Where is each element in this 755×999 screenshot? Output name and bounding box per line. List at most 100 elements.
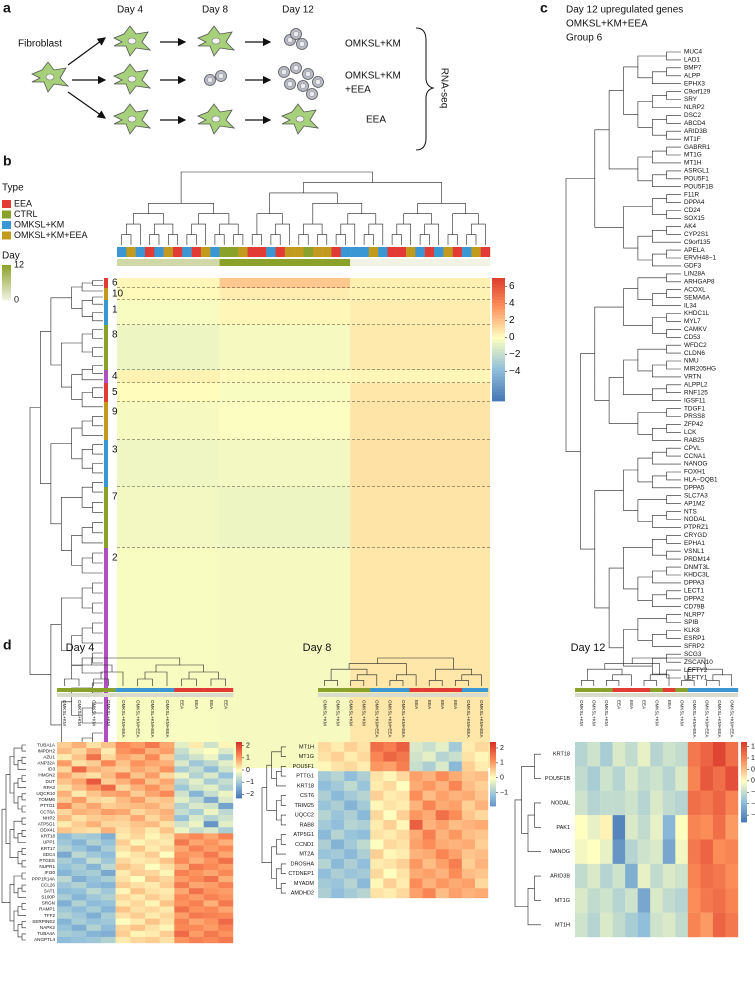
heatmap-cell [189,906,204,913]
heatmap-cell [331,878,345,889]
heatmap-cell [189,796,204,804]
colorbar-step [741,796,747,799]
day-bar [71,693,87,697]
heatmap-block [350,325,490,370]
heatmap-cell [174,882,190,889]
heatmap-cell [600,766,613,791]
heatmap-cell [662,790,676,816]
heatmap-cell [71,809,87,816]
heatmap-cell [218,802,234,810]
heatmap-cell [383,878,397,889]
heatmap-cell [174,845,190,852]
heatmap-cell [383,810,397,821]
heatmap-cell [422,878,436,889]
gene-label: ACOXL [684,286,706,293]
heatmap-cell [130,900,146,907]
sample-type [191,247,202,257]
heatmap-cell [435,859,449,869]
heatmap-cell [189,851,204,858]
heatmap-cell [174,748,190,755]
group-bar [587,688,601,692]
colorbar-step [741,780,747,783]
heatmap-cell [203,839,219,846]
heatmap-cell [71,815,87,822]
heatmap-cell [370,859,384,869]
heatmap-cell [57,936,72,944]
heatmap-cell [474,829,489,840]
gene-label: NODAL [551,800,570,806]
heatmap-cell [370,771,384,782]
heatmap-cell [575,815,588,840]
column-label: OMKSL+KM [335,700,340,726]
colorbar-label: 6 [509,281,515,292]
heatmap-cell [331,751,345,762]
heatmap-cell [461,859,476,869]
heatmap-block [117,288,220,300]
colorbar-step [490,756,496,759]
group-bar [203,688,219,692]
heatmap-cell [712,815,726,840]
heatmap-cell [159,742,175,749]
heatmap-cell [357,790,371,801]
heatmap-cell [57,748,72,755]
day-label: Day 12 [282,5,314,16]
heatmap-cell [203,772,219,779]
sample-type [135,247,146,257]
heatmap-cell [115,802,131,810]
gene-label: PTTG1 [40,803,55,808]
heatmap-cell [409,800,423,811]
heatmap-cell [203,754,219,761]
heatmap-cell [203,894,219,901]
heatmap-cell [637,815,651,840]
gene-label: AMDHD2 [291,891,314,897]
heatmap-cell [448,790,463,801]
heatmap-block [350,300,490,325]
colorbar-step [741,754,747,757]
dendrogram [581,657,732,686]
heatmap-cell [145,742,160,749]
heatmap-cell [218,924,234,932]
heatmap-cell [203,790,219,798]
heatmap-cell [101,796,116,804]
heatmap-cell [218,936,234,944]
gene-label: PPP1R14A [32,876,56,881]
day-legend-step [2,275,11,278]
sample-day [378,259,388,266]
group-bar [448,688,463,692]
heatmap-cell [71,845,87,852]
group-bar [344,688,358,692]
heatmap-cell [130,760,146,767]
heatmap-cell [86,754,102,761]
heatmap-cell [71,863,87,871]
cluster-label: 2 [112,553,118,564]
sample-day [117,259,127,266]
colorbar-step [236,746,242,748]
heatmap-cell [396,800,410,811]
sample-day [303,259,314,266]
column-label: OMKSL+KM [348,700,353,726]
sample-type [303,247,314,257]
colorbar-step [492,284,505,288]
heatmap-cell [189,894,204,901]
heatmap-cell [189,802,204,810]
heatmap-cell [448,888,463,899]
heatmap-cell [625,815,638,840]
colorbar-step [741,774,747,777]
heatmap-cell [218,809,234,816]
heatmap-cell [612,839,626,865]
heatmap-cell [159,754,175,761]
day-bar [587,693,601,697]
heatmap-cell [86,882,102,889]
heatmap-cell [145,748,160,755]
heatmap-cell [203,827,219,834]
heatmap-cell [115,900,131,907]
day-bar [159,693,175,697]
colorbar-step [741,812,747,815]
column-label: OMKSL+KM+EEA [466,700,471,738]
cluster-label: 10 [112,289,124,300]
heatmap-cell [159,869,175,877]
gene-label: GDF3 [684,263,701,270]
group-bar [700,688,714,692]
heatmap-cell [174,784,190,791]
heatmap-cell [448,839,463,850]
